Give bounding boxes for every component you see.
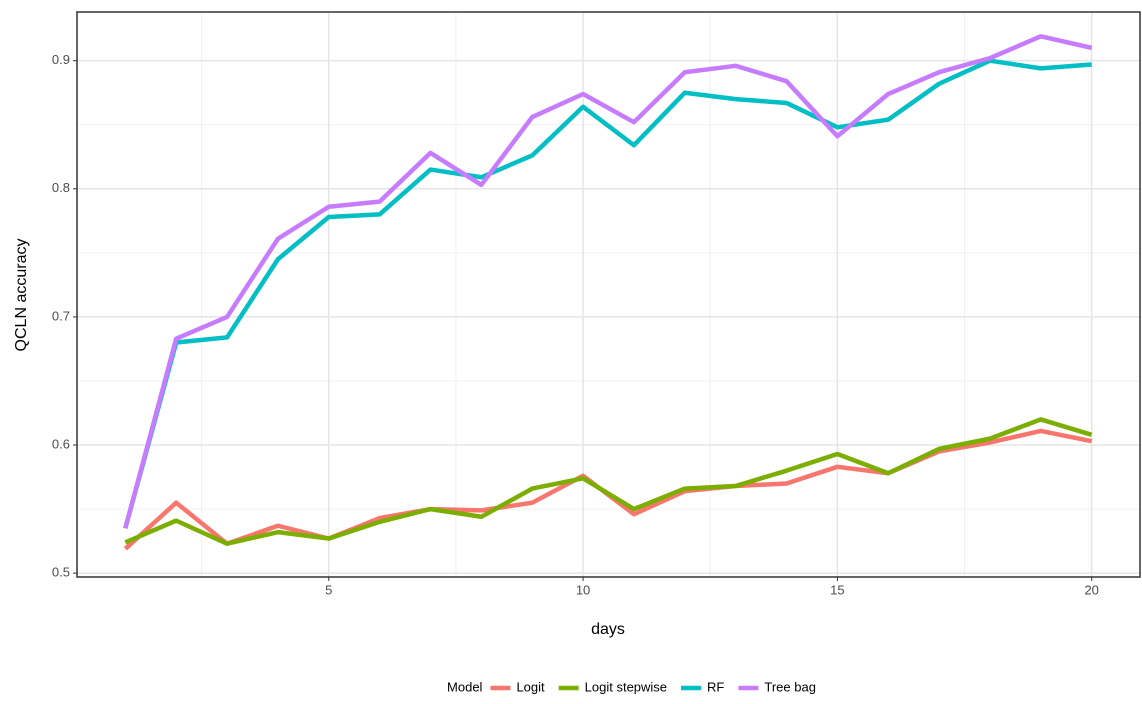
legend-label: Logit stepwise bbox=[585, 679, 667, 694]
line-series bbox=[123, 34, 1093, 529]
legend-label: RF bbox=[707, 679, 724, 694]
line-series bbox=[123, 58, 1092, 529]
y-tick-label: 0.8 bbox=[52, 180, 70, 195]
panel-border bbox=[76, 11, 1141, 578]
x-axis-title: days bbox=[591, 621, 625, 638]
legend-title: Model bbox=[447, 679, 483, 694]
y-tick-label: 0.6 bbox=[52, 436, 70, 451]
x-tick-label: 20 bbox=[1084, 582, 1098, 597]
y-axis-title: QCLN accuracy bbox=[13, 239, 30, 352]
y-tick-label: 0.9 bbox=[52, 52, 70, 67]
line-series bbox=[124, 417, 1093, 546]
x-tick-label: 10 bbox=[576, 582, 590, 597]
legend-label: Logit bbox=[516, 679, 545, 694]
y-tick-label: 0.5 bbox=[52, 565, 70, 580]
x-tick-label: 15 bbox=[830, 582, 844, 597]
x-tick-label: 5 bbox=[325, 582, 332, 597]
y-tick-label: 0.7 bbox=[52, 308, 70, 323]
legend-label: Tree bag bbox=[764, 679, 816, 694]
